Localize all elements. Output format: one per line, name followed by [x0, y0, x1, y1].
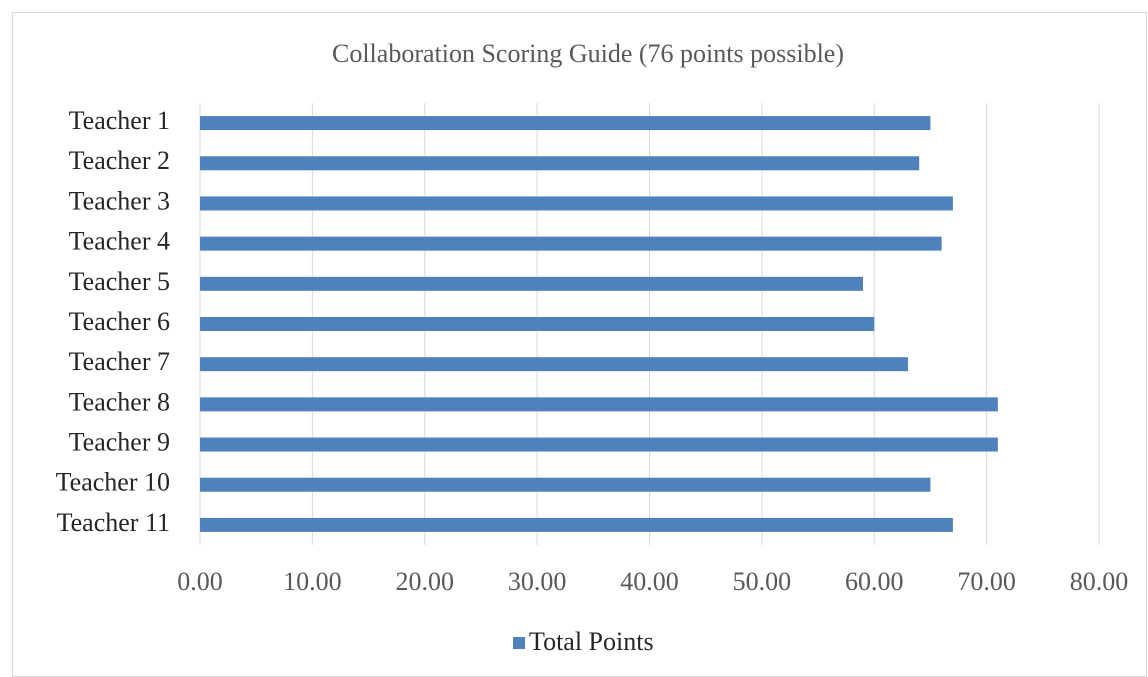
bar [200, 276, 864, 291]
chart-title: Collaboration Scoring Guide (76 points p… [332, 39, 844, 68]
y-tick-label: Teacher 1 [69, 106, 170, 135]
bar [200, 437, 998, 452]
x-tick-label: 10.00 [283, 567, 342, 596]
y-tick-label: Teacher 4 [69, 227, 170, 256]
x-tick-label: 40.00 [620, 567, 679, 596]
bar [200, 156, 920, 171]
y-tick-label: Teacher 11 [57, 508, 170, 537]
bar [200, 477, 931, 492]
y-tick-label: Teacher 3 [69, 186, 170, 215]
y-tick-label: Teacher 8 [69, 387, 170, 416]
bar [200, 317, 875, 331]
x-tick-label: 50.00 [733, 567, 792, 596]
x-tick-label: 80.00 [1070, 567, 1129, 596]
y-tick-label: Teacher 9 [69, 428, 170, 457]
bar [200, 517, 953, 532]
bar [200, 397, 998, 412]
legend-label: Total Points [529, 627, 654, 656]
y-tick-label: Teacher 10 [56, 468, 170, 497]
bar [200, 116, 931, 131]
y-tick-label: Teacher 5 [69, 267, 170, 296]
x-tick-label: 20.00 [396, 567, 455, 596]
x-tick-label: 0.00 [177, 567, 223, 596]
x-tick-label: 70.00 [957, 567, 1016, 596]
bar [200, 357, 908, 372]
y-tick-label: Teacher 7 [69, 347, 170, 376]
y-tick-label: Teacher 6 [69, 307, 170, 336]
bar [200, 236, 942, 251]
x-tick-label: 60.00 [845, 567, 904, 596]
y-tick-label: Teacher 2 [69, 146, 170, 175]
bar [200, 196, 953, 211]
legend-swatch [513, 637, 525, 649]
x-tick-label: 30.00 [508, 567, 567, 596]
